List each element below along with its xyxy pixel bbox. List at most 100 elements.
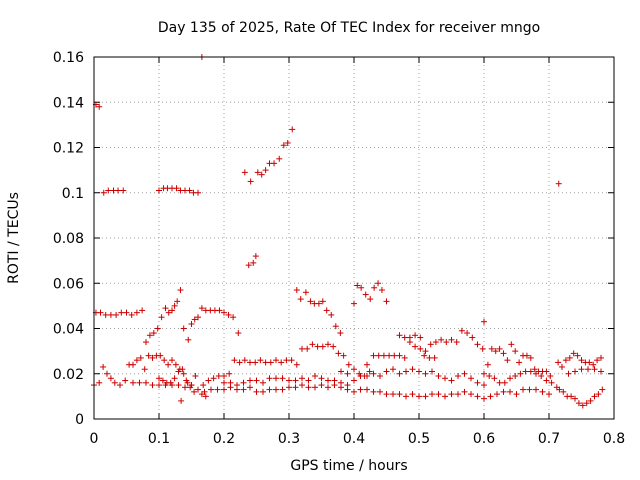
data-point bbox=[195, 386, 201, 393]
data-point bbox=[338, 379, 344, 386]
data-point bbox=[474, 393, 481, 400]
data-point bbox=[279, 386, 286, 393]
data-point bbox=[496, 345, 503, 352]
data-point bbox=[370, 370, 377, 377]
x-tick-label: 0.8 bbox=[603, 431, 625, 447]
data-point bbox=[591, 366, 598, 373]
data-point bbox=[426, 354, 433, 361]
data-point bbox=[312, 384, 318, 391]
data-point bbox=[180, 325, 187, 332]
data-point bbox=[396, 332, 403, 339]
data-point bbox=[276, 155, 283, 162]
y-axis-label: ROTI / TECUs bbox=[6, 192, 22, 284]
data-point bbox=[278, 359, 285, 366]
data-point bbox=[427, 341, 434, 348]
data-point bbox=[315, 300, 322, 307]
data-point bbox=[157, 352, 164, 359]
data-point bbox=[202, 393, 209, 400]
data-point bbox=[516, 359, 523, 366]
data-point bbox=[130, 361, 136, 368]
data-point bbox=[500, 350, 507, 357]
data-point bbox=[565, 370, 572, 377]
data-point bbox=[332, 323, 339, 330]
data-point bbox=[247, 384, 253, 391]
data-point bbox=[253, 388, 260, 395]
data-point bbox=[200, 382, 207, 389]
x-tick-label: 0 bbox=[90, 431, 99, 447]
data-point bbox=[543, 368, 550, 375]
data-point bbox=[191, 388, 198, 395]
y-tick-label: 0.1 bbox=[62, 186, 84, 202]
data-point bbox=[115, 187, 122, 194]
data-point bbox=[574, 352, 581, 359]
data-point bbox=[461, 388, 468, 395]
data-point bbox=[253, 377, 260, 384]
data-point bbox=[208, 386, 214, 393]
data-point bbox=[175, 382, 182, 389]
data-point bbox=[260, 388, 266, 395]
data-point bbox=[416, 393, 422, 400]
data-point bbox=[288, 357, 295, 364]
data-point bbox=[469, 334, 476, 341]
data-point bbox=[412, 332, 419, 339]
data-point bbox=[366, 368, 373, 375]
data-point bbox=[367, 296, 374, 303]
data-point bbox=[520, 386, 526, 393]
data-point bbox=[221, 309, 227, 316]
data-point bbox=[262, 167, 269, 174]
data-point bbox=[375, 352, 382, 359]
data-point bbox=[257, 357, 264, 364]
data-point bbox=[252, 253, 259, 260]
data-point bbox=[154, 325, 161, 332]
data-point bbox=[312, 373, 318, 380]
y-tick-label: 0 bbox=[75, 412, 84, 428]
data-point bbox=[500, 388, 507, 395]
data-point bbox=[492, 348, 499, 355]
data-point bbox=[501, 379, 508, 386]
data-point bbox=[254, 169, 261, 176]
data-point bbox=[118, 309, 125, 316]
data-point bbox=[442, 375, 448, 382]
data-point bbox=[165, 361, 172, 368]
data-point bbox=[590, 361, 597, 368]
data-point bbox=[594, 357, 601, 364]
data-point bbox=[201, 388, 208, 395]
data-point bbox=[378, 287, 385, 294]
data-point bbox=[468, 391, 474, 398]
data-point bbox=[579, 402, 586, 409]
data-point bbox=[273, 357, 279, 364]
data-point bbox=[178, 397, 185, 404]
y-tick-label: 0.16 bbox=[53, 50, 84, 66]
data-point bbox=[225, 311, 232, 318]
data-point bbox=[429, 368, 435, 375]
data-point bbox=[570, 350, 577, 357]
data-point bbox=[422, 393, 429, 400]
data-point bbox=[293, 287, 300, 294]
data-point bbox=[318, 375, 325, 382]
data-point bbox=[517, 370, 524, 377]
data-point bbox=[375, 280, 382, 287]
data-point bbox=[266, 375, 273, 382]
data-point bbox=[351, 366, 357, 373]
data-point bbox=[171, 302, 178, 309]
data-point bbox=[240, 386, 247, 393]
data-point bbox=[286, 384, 292, 391]
data-point bbox=[548, 379, 555, 386]
data-point bbox=[330, 343, 337, 350]
data-point bbox=[149, 354, 156, 361]
x-axis-label: GPS time / hours bbox=[290, 458, 407, 474]
data-point bbox=[96, 103, 103, 110]
data-point bbox=[496, 379, 503, 386]
data-point bbox=[97, 309, 104, 316]
data-point bbox=[156, 382, 162, 389]
data-point bbox=[481, 318, 487, 325]
data-point bbox=[318, 382, 325, 389]
data-point bbox=[171, 375, 178, 382]
data-point bbox=[391, 352, 398, 359]
data-point bbox=[396, 370, 403, 377]
data-point bbox=[487, 393, 494, 400]
data-point bbox=[494, 391, 500, 398]
data-point bbox=[258, 171, 265, 178]
data-point bbox=[504, 357, 511, 364]
data-point bbox=[513, 391, 520, 398]
